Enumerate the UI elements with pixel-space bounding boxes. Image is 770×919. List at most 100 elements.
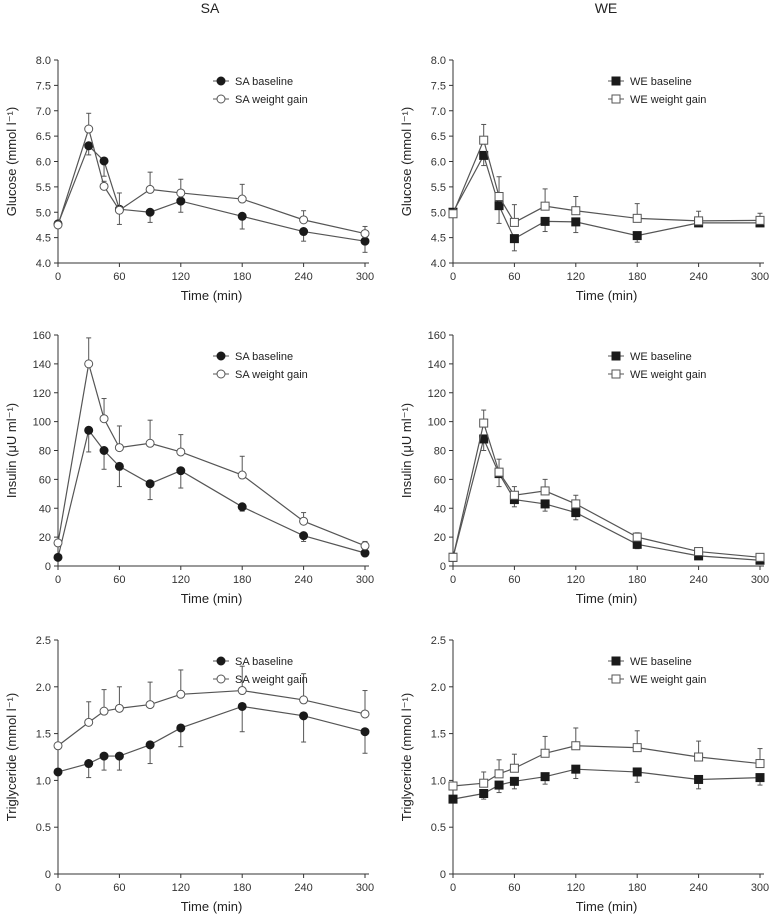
data-point	[755, 773, 765, 783]
y-tick-label: 7.5	[36, 80, 51, 92]
legend-item: SA weight gain	[213, 674, 308, 686]
legend-item: WE weight gain	[608, 94, 706, 106]
y-tick-label: 0.5	[36, 822, 51, 834]
x-tick-label: 120	[567, 882, 585, 894]
data-point	[216, 94, 226, 104]
x-tick-label: 60	[508, 271, 520, 283]
data-point	[176, 188, 186, 198]
data-point	[694, 774, 704, 784]
data-point	[540, 748, 550, 758]
data-point	[494, 769, 504, 779]
legend-label: WE weight gain	[630, 674, 706, 686]
y-tick-label: 140	[33, 359, 51, 371]
x-tick-label: 180	[233, 271, 251, 283]
data-point	[632, 767, 642, 777]
data-point	[114, 751, 124, 761]
data-point	[145, 479, 155, 489]
data-point	[216, 351, 226, 361]
x-axis-label: Time (min)	[576, 591, 638, 606]
y-tick-label: 160	[33, 330, 51, 342]
data-point	[53, 538, 63, 548]
data-point	[360, 229, 370, 239]
legend-item: SA baseline	[213, 656, 293, 668]
panel-1: 4.0 4.5 5.0 5.5 6.0 6.5 7.0 7.5 8.0 0 60 120 180 240 3…	[399, 55, 769, 303]
x-tick-label: 60	[113, 882, 125, 894]
y-tick-label: 80	[39, 446, 51, 458]
y-tick-label: 40	[39, 503, 51, 515]
data-point	[99, 751, 109, 761]
series-sa-baseline	[53, 141, 370, 253]
data-point	[509, 490, 519, 500]
y-tick-label: 4.0	[36, 258, 51, 270]
y-tick-label: 8.0	[36, 55, 51, 67]
series-we-baseline	[448, 764, 765, 804]
data-point	[237, 470, 247, 480]
data-point	[216, 76, 226, 86]
x-tick-label: 180	[233, 882, 251, 894]
y-tick-label: 0.5	[431, 822, 446, 834]
series-sa-weight-gain	[53, 112, 370, 239]
data-point	[540, 201, 550, 211]
data-point	[632, 743, 642, 753]
data-point	[755, 215, 765, 225]
series-sa-weight-gain	[53, 665, 370, 751]
x-tick-label: 60	[508, 574, 520, 586]
data-point	[611, 94, 621, 104]
y-tick-label: 4.5	[431, 233, 446, 245]
data-point	[237, 701, 247, 711]
data-point	[99, 706, 109, 716]
x-tick-label: 300	[356, 882, 374, 894]
y-tick-label: 8.0	[431, 55, 446, 67]
legend-label: SA weight gain	[235, 369, 308, 381]
legend-item: WE baseline	[608, 76, 692, 88]
data-point	[540, 499, 550, 509]
data-point	[216, 674, 226, 684]
y-tick-label: 2.0	[36, 682, 51, 694]
data-point	[84, 759, 94, 769]
y-tick-label: 20	[434, 532, 446, 544]
y-tick-label: 0	[440, 869, 446, 881]
y-tick-label: 120	[33, 388, 51, 400]
data-point	[114, 703, 124, 713]
data-point	[299, 695, 309, 705]
y-tick-label: 20	[39, 532, 51, 544]
data-point	[299, 516, 309, 526]
y-tick-label: 1.5	[431, 729, 446, 741]
data-point	[99, 156, 109, 166]
data-point	[509, 234, 519, 244]
data-point	[509, 217, 519, 227]
data-point	[216, 656, 226, 666]
data-point	[448, 552, 458, 562]
data-point	[114, 461, 124, 471]
data-point	[299, 227, 309, 237]
data-point	[611, 76, 621, 86]
x-tick-label: 240	[294, 882, 312, 894]
legend-label: SA baseline	[235, 76, 293, 88]
x-axis-label: Time (min)	[576, 288, 638, 303]
x-tick-label: 0	[55, 882, 61, 894]
x-tick-label: 300	[356, 271, 374, 283]
y-tick-label: 0	[45, 869, 51, 881]
data-point	[299, 215, 309, 225]
data-point	[145, 700, 155, 710]
x-tick-label: 300	[356, 574, 374, 586]
data-point	[611, 656, 621, 666]
data-point	[84, 717, 94, 727]
x-tick-label: 240	[689, 882, 707, 894]
x-tick-label: 0	[450, 271, 456, 283]
legend-label: WE weight gain	[630, 369, 706, 381]
data-point	[99, 181, 109, 191]
y-tick-label: 4.5	[36, 233, 51, 245]
data-point	[632, 532, 642, 542]
legend-label: WE baseline	[630, 76, 692, 88]
data-point	[479, 778, 489, 788]
data-point	[571, 499, 581, 509]
x-tick-label: 120	[172, 574, 190, 586]
x-tick-label: 180	[628, 882, 646, 894]
data-point	[571, 741, 581, 751]
series-line	[452, 437, 761, 561]
data-point	[494, 192, 504, 202]
y-tick-label: 6.0	[36, 157, 51, 169]
data-point	[145, 740, 155, 750]
